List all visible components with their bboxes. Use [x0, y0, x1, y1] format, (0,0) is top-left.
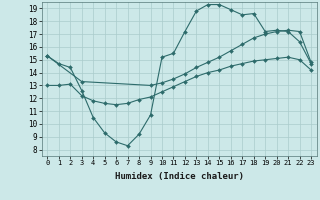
X-axis label: Humidex (Indice chaleur): Humidex (Indice chaleur)	[115, 172, 244, 181]
